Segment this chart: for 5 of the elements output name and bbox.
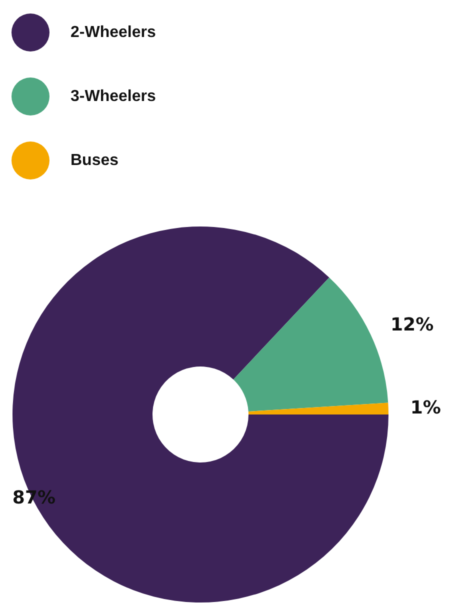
legend-label: 2-Wheelers [70, 24, 156, 41]
data-label: 1% [410, 397, 441, 418]
legend-label: Buses [70, 152, 119, 169]
legend-label: 3-Wheelers [70, 88, 156, 105]
data-label: 12% [390, 314, 434, 336]
